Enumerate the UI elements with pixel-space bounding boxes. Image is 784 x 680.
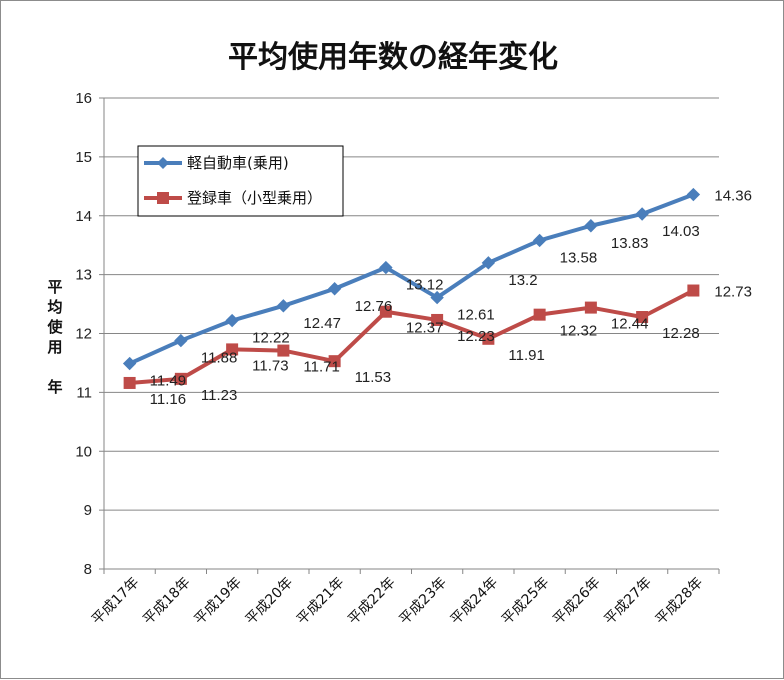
x-tick-label: 平成18年 xyxy=(140,575,194,629)
data-label: 11.23 xyxy=(201,387,237,404)
data-point xyxy=(174,372,187,385)
data-label: 11.88 xyxy=(201,350,237,367)
y-axis-label-char: 用 xyxy=(47,338,62,356)
y-axis-label-char: 使 xyxy=(46,318,63,336)
data-labels: 11.49 11.88 12.22 12.47 12.76 13.12 12.61 13.2 1… xyxy=(150,188,752,408)
data-label: 12.76 xyxy=(355,298,393,315)
y-axis-label-char: 平 xyxy=(47,278,62,296)
data-label: 12.32 xyxy=(560,323,598,340)
y-tick-label: 16 xyxy=(75,90,92,107)
y-tick-label: 12 xyxy=(75,326,92,343)
y-tick-label: 13 xyxy=(75,267,92,284)
y-tick-label: 11 xyxy=(76,384,92,401)
y-tick-label: 10 xyxy=(75,443,92,460)
data-point xyxy=(687,284,700,297)
data-point xyxy=(481,256,496,270)
data-label: 11.53 xyxy=(355,369,391,386)
x-tick-label: 平成20年 xyxy=(243,575,297,629)
data-point xyxy=(277,344,290,357)
series-line xyxy=(129,288,695,385)
y-tick-label: 15 xyxy=(75,149,92,166)
y-tick-labels: 8 9 10 11 12 13 14 15 16 xyxy=(75,90,92,578)
data-label: 14.03 xyxy=(662,223,700,240)
data-point xyxy=(482,332,495,345)
data-label: 12.28 xyxy=(662,325,700,342)
data-label: 14.36 xyxy=(714,188,752,205)
legend: 軽自動車(乗用) 登録車（小型乗用） xyxy=(137,145,344,217)
data-label: 13.2 xyxy=(508,272,537,289)
axes xyxy=(99,97,720,574)
x-tick-label: 平成17年 xyxy=(89,575,143,629)
y-axis-label-char: 均 xyxy=(47,298,62,316)
data-label: 12.47 xyxy=(303,315,341,332)
data-point xyxy=(122,356,137,371)
data-label: 12.22 xyxy=(252,330,290,347)
data-label: 11.49 xyxy=(150,373,186,390)
data-point xyxy=(431,313,444,326)
data-point xyxy=(276,299,291,313)
data-point xyxy=(174,333,188,348)
x-tick-label: 平成24年 xyxy=(448,575,502,629)
data-label: 13.83 xyxy=(611,235,649,252)
data-point xyxy=(686,187,701,202)
data-label: 11.73 xyxy=(252,357,288,374)
data-point xyxy=(584,219,598,233)
legend-label: 登録車（小型乗用） xyxy=(187,189,322,207)
data-point xyxy=(327,282,342,296)
series-line xyxy=(128,192,695,366)
x-tick-label: 平成25年 xyxy=(499,575,553,629)
chart-title: 平均使用年数の経年変化 xyxy=(228,40,558,75)
data-label: 12.23 xyxy=(457,328,495,345)
data-point xyxy=(123,376,136,389)
x-tick-label: 平成27年 xyxy=(601,575,655,629)
data-point xyxy=(379,305,392,318)
data-point xyxy=(635,207,649,221)
data-point xyxy=(584,301,597,314)
legend-marker xyxy=(157,157,169,169)
y-tick-label: 14 xyxy=(75,208,92,225)
data-point xyxy=(226,343,239,356)
data-label: 12.37 xyxy=(406,320,444,337)
data-label: 12.73 xyxy=(714,284,752,301)
legend-marker xyxy=(157,192,169,204)
data-point xyxy=(533,308,546,321)
data-label: 13.58 xyxy=(560,249,598,266)
x-tick-label: 平成19年 xyxy=(191,575,245,629)
x-tick-labels: 平成17年平成18年平成19年平成20年平成21年平成22年平成23年平成24年… xyxy=(89,575,706,629)
data-label: 13.12 xyxy=(406,277,444,294)
data-label: 12.44 xyxy=(611,316,649,333)
data-point xyxy=(225,313,239,328)
x-tick-label: 平成23年 xyxy=(396,575,450,629)
legend-label: 軽自動車(乗用) xyxy=(187,154,289,172)
x-tick-label: 平成21年 xyxy=(294,575,348,629)
data-point xyxy=(532,233,547,248)
x-tick-label: 平成22年 xyxy=(345,575,399,629)
y-tick-label: 9 xyxy=(84,502,92,519)
series-layer xyxy=(122,187,701,389)
x-tick-label: 平成26年 xyxy=(550,575,604,629)
y-axis-label-char: 年 xyxy=(47,378,62,396)
data-point xyxy=(430,290,444,305)
legend-box xyxy=(137,145,344,217)
data-point xyxy=(379,260,393,275)
y-tick-label: 8 xyxy=(84,561,92,578)
y-axis-label: 平均使用年 xyxy=(46,278,63,396)
data-label: 11.71 xyxy=(303,359,339,376)
x-tick-label: 平成28年 xyxy=(653,575,707,629)
data-point xyxy=(328,355,341,368)
data-point xyxy=(636,311,649,324)
data-label: 11.91 xyxy=(508,347,544,364)
data-label: 12.61 xyxy=(457,307,495,324)
data-label: 11.16 xyxy=(150,391,186,408)
